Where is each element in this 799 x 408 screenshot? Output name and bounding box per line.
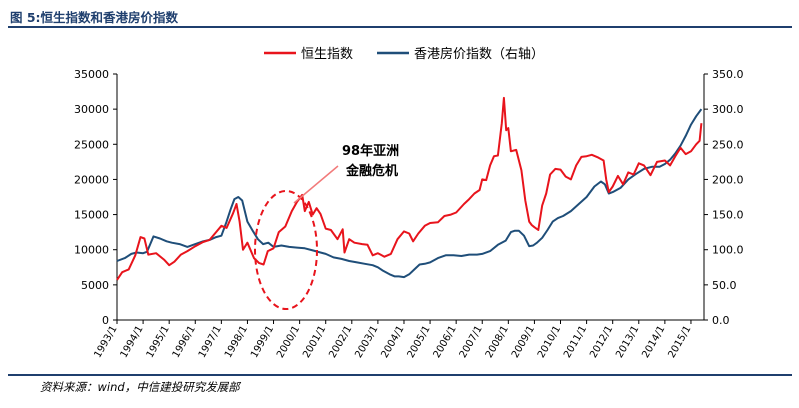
x-tick-label: 1995/1 xyxy=(145,324,172,360)
footer-rule xyxy=(8,374,792,376)
right-y-tick-label: 350.0 xyxy=(712,68,744,81)
crisis-highlight-ellipse xyxy=(254,190,318,310)
x-tick-label: 2004/1 xyxy=(379,324,406,360)
figure-title: 图 5:恒生指数和香港房价指数 xyxy=(10,10,179,25)
annotation-text-line2: 金融危机 xyxy=(345,163,398,179)
left-y-tick-label: 20000 xyxy=(74,173,109,186)
annotation-text-line1: 98年亚洲 xyxy=(342,143,399,159)
x-tick-label: 2005/1 xyxy=(406,324,433,360)
x-tick-label: 1993/1 xyxy=(92,324,119,360)
x-tick-label: 2000/1 xyxy=(275,324,302,360)
x-tick-label: 2001/1 xyxy=(301,324,328,360)
x-tick-label: 2002/1 xyxy=(327,324,354,360)
left-y-tick-label: 15000 xyxy=(74,209,109,222)
right-y-tick-label: 250.0 xyxy=(712,138,744,151)
chart-axes: 0 5000 10000 15000 20000 25000 30000 35000 0.0 50… xyxy=(74,68,744,360)
right-y-tick-label: 300.0 xyxy=(712,103,744,116)
legend-housing-label: 香港房价指数（右轴） xyxy=(414,46,544,62)
x-tick-label: 2013/1 xyxy=(614,324,641,360)
x-tick-label: 2012/1 xyxy=(588,324,615,360)
x-tick-label: 2010/1 xyxy=(536,324,563,360)
left-y-tick-label: 35000 xyxy=(74,68,109,81)
x-tick-label: 2007/1 xyxy=(458,324,485,360)
left-y-tick-label: 5000 xyxy=(81,279,109,292)
x-tick-label: 2006/1 xyxy=(432,324,459,360)
left-y-tick-label: 30000 xyxy=(74,103,109,116)
right-y-tick-label: 100.0 xyxy=(712,244,744,257)
hsi-line xyxy=(116,96,703,281)
housing-index-line xyxy=(116,108,703,279)
right-y-tick-label: 0.0 xyxy=(712,314,730,327)
x-tick-label: 2015/1 xyxy=(666,324,693,360)
right-y-tick-label: 200.0 xyxy=(712,173,744,186)
x-tick-label: 1994/1 xyxy=(119,324,146,360)
x-tick-label: 2008/1 xyxy=(484,324,511,360)
x-tick-label: 1998/1 xyxy=(223,324,250,360)
chart-series xyxy=(116,96,703,281)
left-y-tick-label: 25000 xyxy=(74,138,109,151)
x-tick-label: 2009/1 xyxy=(510,324,537,360)
left-y-tick-label: 0 xyxy=(102,314,109,327)
crisis-pointer-arrow xyxy=(293,165,339,204)
legend-hsi-label: 恒生指数 xyxy=(301,47,353,62)
x-tick-label: 2003/1 xyxy=(353,324,380,360)
x-tick-label: 1997/1 xyxy=(197,324,224,360)
chart-legend: 恒生指数 香港房价指数（右轴） xyxy=(264,46,544,62)
left-y-tick-label: 10000 xyxy=(74,244,109,257)
right-y-tick-label: 150.0 xyxy=(712,209,744,222)
crisis-annotation: 98年亚洲 金融危机 xyxy=(254,143,399,310)
x-tick-label: 1996/1 xyxy=(171,324,198,360)
x-tick-label: 2011/1 xyxy=(562,324,589,360)
dual-axis-line-chart: 恒生指数 香港房价指数（右轴） 0 5000 10000 15000 20000 2500… xyxy=(74,46,744,360)
x-tick-label: 1999/1 xyxy=(249,324,276,360)
source-note: 资料来源：wind，中信建投研究发展部 xyxy=(40,380,240,394)
figure-header: 图 5:恒生指数和香港房价指数 xyxy=(8,4,792,28)
right-y-tick-label: 50.0 xyxy=(712,279,737,292)
x-tick-label: 2014/1 xyxy=(640,324,667,360)
